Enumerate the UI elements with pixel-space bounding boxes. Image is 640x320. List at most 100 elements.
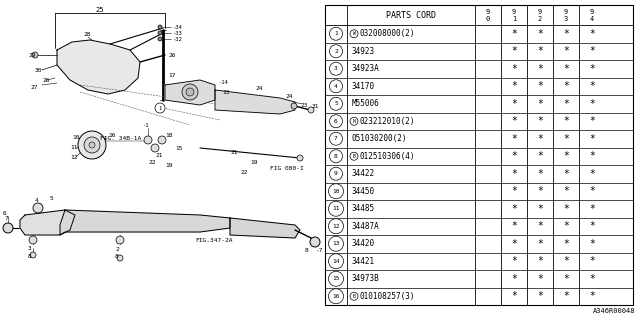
Text: 5: 5	[50, 196, 54, 201]
Text: *: *	[511, 274, 517, 284]
Text: *: *	[563, 274, 569, 284]
Polygon shape	[57, 40, 140, 94]
Text: 13: 13	[222, 90, 230, 94]
Circle shape	[158, 25, 162, 29]
Text: 023212010(2): 023212010(2)	[359, 117, 415, 126]
Circle shape	[33, 203, 43, 213]
Text: *: *	[589, 291, 595, 301]
Text: *: *	[589, 256, 595, 266]
Text: *: *	[511, 239, 517, 249]
Text: *: *	[537, 169, 543, 179]
Circle shape	[330, 27, 342, 40]
Text: 032008000(2): 032008000(2)	[359, 29, 415, 38]
Text: 34422: 34422	[352, 169, 375, 178]
Text: FIG.347-2A: FIG.347-2A	[195, 237, 232, 243]
Text: 29: 29	[28, 52, 35, 58]
Text: 31: 31	[312, 103, 319, 108]
Text: 9: 9	[564, 9, 568, 14]
Circle shape	[328, 254, 344, 269]
Text: *: *	[511, 291, 517, 301]
Circle shape	[158, 136, 166, 144]
Text: 19: 19	[165, 163, 173, 167]
Text: *: *	[511, 116, 517, 126]
Circle shape	[330, 80, 342, 93]
Text: 010108257(3): 010108257(3)	[359, 292, 415, 301]
Text: 15: 15	[175, 146, 182, 150]
Text: *: *	[511, 186, 517, 196]
Text: 26: 26	[168, 52, 175, 58]
Text: *: *	[537, 99, 543, 109]
Circle shape	[29, 236, 37, 244]
Text: *: *	[537, 239, 543, 249]
Text: 34450: 34450	[352, 187, 375, 196]
Text: 24: 24	[285, 93, 292, 99]
Text: *: *	[563, 29, 569, 39]
Circle shape	[330, 115, 342, 128]
Circle shape	[186, 88, 194, 96]
Text: 1: 1	[334, 31, 338, 36]
Text: *: *	[589, 99, 595, 109]
Text: *: *	[563, 116, 569, 126]
Text: 34923: 34923	[352, 47, 375, 56]
Text: *: *	[563, 81, 569, 91]
Text: *: *	[511, 46, 517, 56]
Text: 22: 22	[148, 159, 156, 164]
Text: -32: -32	[172, 36, 182, 42]
Polygon shape	[20, 210, 75, 235]
Text: 34485: 34485	[352, 204, 375, 213]
Circle shape	[30, 252, 36, 258]
Text: -7: -7	[316, 247, 323, 252]
Text: *: *	[537, 134, 543, 144]
Circle shape	[308, 107, 314, 113]
Text: 10: 10	[72, 134, 79, 140]
Text: 24: 24	[255, 85, 262, 91]
Text: 23: 23	[300, 102, 307, 108]
Text: 4: 4	[334, 84, 338, 89]
Text: *: *	[511, 169, 517, 179]
Text: 21: 21	[230, 149, 237, 155]
Text: *: *	[511, 134, 517, 144]
Text: *: *	[511, 81, 517, 91]
Circle shape	[330, 150, 342, 163]
Text: *: *	[563, 46, 569, 56]
Text: *: *	[589, 81, 595, 91]
Circle shape	[84, 137, 100, 153]
Text: 18: 18	[165, 132, 173, 138]
Text: 2: 2	[334, 49, 338, 54]
Text: 12: 12	[70, 155, 77, 159]
Polygon shape	[215, 90, 295, 114]
Text: FIG 080-I: FIG 080-I	[270, 165, 304, 171]
Text: 19: 19	[250, 159, 257, 164]
Text: 9: 9	[512, 9, 516, 14]
Text: *: *	[563, 134, 569, 144]
Text: 1: 1	[512, 15, 516, 21]
Text: 4: 4	[590, 15, 594, 21]
Text: B: B	[353, 294, 355, 299]
Circle shape	[297, 155, 303, 161]
Text: *: *	[537, 29, 543, 39]
Polygon shape	[165, 80, 215, 105]
Text: 9: 9	[538, 9, 542, 14]
Text: *: *	[537, 291, 543, 301]
Text: 34487A: 34487A	[352, 222, 380, 231]
Text: 012510306(4): 012510306(4)	[359, 152, 415, 161]
Text: *: *	[589, 46, 595, 56]
Text: *: *	[537, 221, 543, 231]
Text: 27: 27	[30, 84, 38, 90]
Text: 34170: 34170	[352, 82, 375, 91]
Circle shape	[330, 97, 342, 110]
Circle shape	[328, 289, 344, 304]
Text: *: *	[589, 221, 595, 231]
Text: 0: 0	[486, 15, 490, 21]
Text: 7: 7	[5, 215, 9, 220]
Circle shape	[330, 45, 342, 58]
Circle shape	[328, 271, 344, 286]
Text: 2: 2	[538, 15, 542, 21]
Text: 21: 21	[155, 153, 163, 157]
Text: 051030200(2): 051030200(2)	[352, 134, 408, 143]
Circle shape	[151, 144, 159, 152]
Text: 1: 1	[158, 106, 162, 110]
Text: *: *	[563, 256, 569, 266]
Text: *: *	[563, 291, 569, 301]
Circle shape	[328, 236, 344, 251]
